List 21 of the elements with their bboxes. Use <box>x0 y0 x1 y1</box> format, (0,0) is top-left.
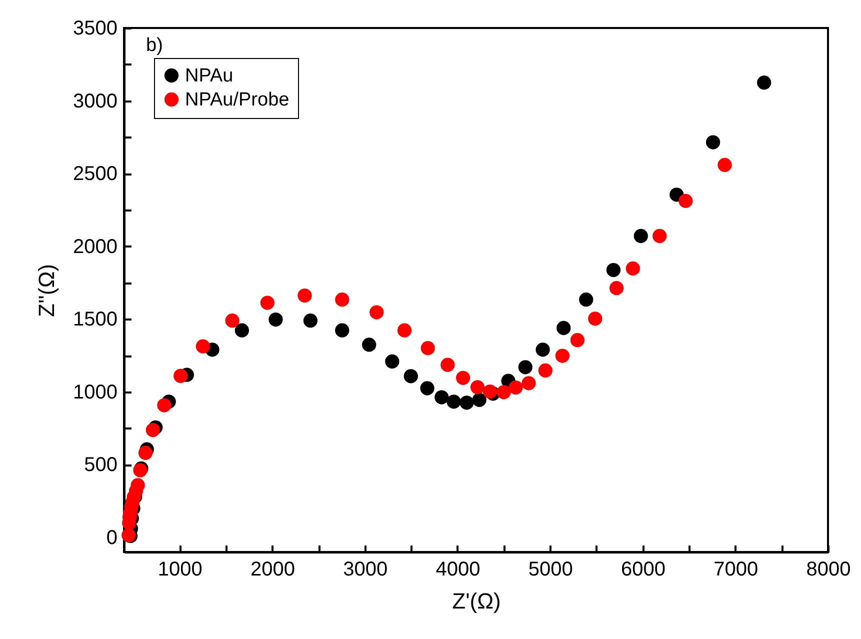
x-tick-label: 3000 <box>343 558 388 580</box>
x-tick-label: 5000 <box>528 558 573 580</box>
y-tick-label: 3000 <box>73 90 118 112</box>
y-axis-title: Z''(Ω) <box>34 264 60 317</box>
x-tick-label: 8000 <box>806 558 851 580</box>
y-tick-label: 3500 <box>73 18 118 40</box>
annotation: b) <box>146 35 163 56</box>
y-tick-label: 0 <box>106 526 118 549</box>
x-tick-label: 7000 <box>714 558 758 580</box>
x-tick-label: 2000 <box>250 558 295 580</box>
x-tick-label: 4000 <box>436 558 480 580</box>
x-axis-title: Z'(Ω) <box>452 588 501 614</box>
x-tick-label: 6000 <box>620 558 666 580</box>
x-tick-label: 1000 <box>158 558 202 580</box>
legend-label: NPAu/Probe <box>185 90 290 110</box>
y-tick-label: 1000 <box>73 381 118 404</box>
y-tick-label: 500 <box>84 454 118 476</box>
legend-label: NPAu <box>185 66 234 86</box>
y-tick-label: 1500 <box>73 308 118 331</box>
y-tick-label: 2000 <box>73 236 118 258</box>
y-tick-label: 2500 <box>73 163 118 186</box>
